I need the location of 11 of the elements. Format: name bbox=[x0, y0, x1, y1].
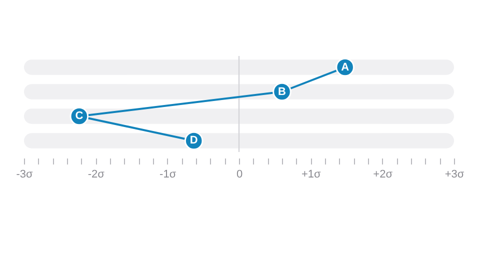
x-tick-label: +1σ bbox=[301, 168, 322, 180]
x-tick-label: -1σ bbox=[160, 168, 176, 180]
y-tick-label: C bbox=[75, 110, 84, 122]
y-tick-label: A bbox=[341, 61, 350, 74]
x-tick-label: -2σ bbox=[88, 168, 105, 180]
x-tick-label: -3σ bbox=[16, 168, 33, 180]
y-tick-label: B bbox=[278, 86, 286, 98]
x-tick-label: +2σ bbox=[373, 168, 393, 180]
y-tick-label: D bbox=[190, 134, 198, 147]
x-tick-label: 0 bbox=[236, 168, 243, 180]
x-tick-label: +3σ bbox=[444, 168, 464, 180]
